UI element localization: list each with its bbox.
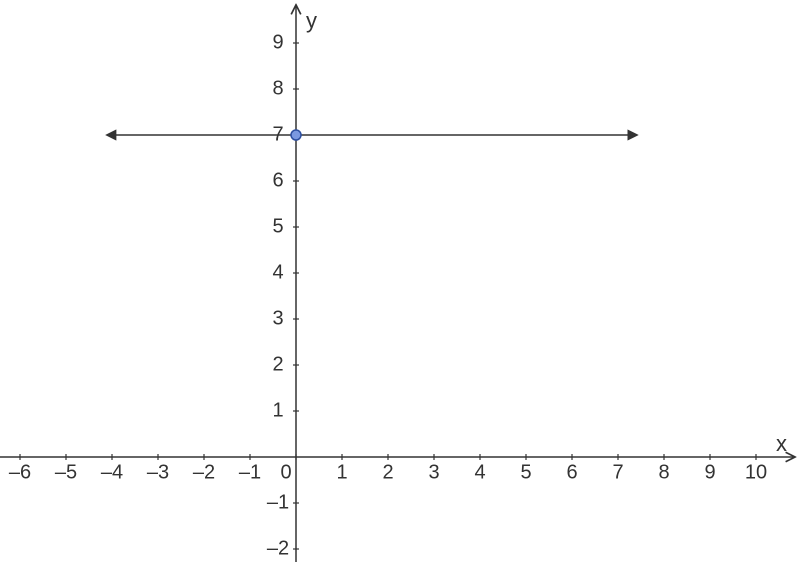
y-tick-label: 5 (272, 216, 283, 239)
y-tick-label: –2 (267, 538, 289, 561)
y-tick-label: 4 (272, 262, 283, 285)
x-axis-label: x (776, 431, 787, 457)
x-tick-label: –3 (147, 462, 169, 485)
x-tick-label: –6 (9, 462, 31, 485)
x-tick-label: 2 (382, 462, 393, 485)
x-tick-label: 10 (745, 462, 767, 485)
y-tick-label: 1 (272, 400, 283, 423)
y-tick-label: 3 (272, 308, 283, 331)
coordinate-plane-chart: –6 –5 –4 –3 –2 –1 0 1 2 3 4 5 6 7 8 9 10 –2 –1 1 2 3 4 5 6 7 8 9 x y (0, 0, 800, 562)
y-axis-label: y (306, 8, 317, 34)
x-tick-label: 7 (612, 462, 623, 485)
y-tick-label: 7 (272, 124, 283, 147)
x-tick-label: –5 (55, 462, 77, 485)
y-tick-label: 2 (272, 354, 283, 377)
x-tick-label: –2 (193, 462, 215, 485)
x-tick-label: –1 (239, 462, 261, 485)
y-tick-label: 6 (272, 170, 283, 193)
x-tick-label: 0 (280, 462, 291, 485)
y-tick-label: –1 (267, 492, 289, 515)
x-tick-label: 8 (658, 462, 669, 485)
x-tick-label: 3 (428, 462, 439, 485)
y-tick-label: 9 (272, 32, 283, 55)
x-tick-label: 6 (566, 462, 577, 485)
x-tick-label: 9 (704, 462, 715, 485)
x-tick-label: 4 (474, 462, 485, 485)
y-tick-label: 8 (272, 78, 283, 101)
x-tick-label: –4 (101, 462, 123, 485)
x-tick-label: 5 (520, 462, 531, 485)
x-tick-label: 1 (336, 462, 347, 485)
